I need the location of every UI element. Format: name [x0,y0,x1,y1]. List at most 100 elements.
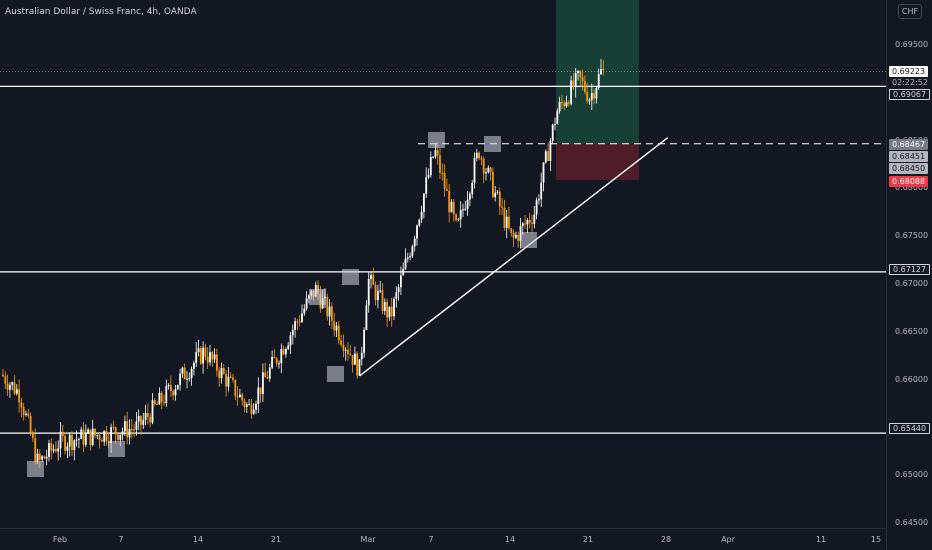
swing-highlight-box [327,366,344,382]
candle-body [45,456,48,459]
candle-body [6,383,9,390]
candle-body [296,321,299,323]
time-tick-label: 7 [428,535,434,544]
candle-body [248,404,250,406]
candle-body [259,387,262,394]
candle-body [446,188,448,191]
candle-body [142,419,145,425]
price-chart[interactable] [0,0,886,528]
candle-body [137,415,140,422]
candle-body [386,301,388,318]
candle-body [301,313,303,322]
symbol-title: Australian Dollar / Swiss Franc, 4h, OAN… [5,7,197,17]
candle-body [27,413,30,416]
candle-body [365,305,368,330]
candle-body [179,373,181,385]
swing-highlight-box [27,461,44,477]
candle-body [199,348,202,364]
candle-body [508,216,510,229]
candle-body [556,111,559,125]
candle-body [478,152,480,159]
price-tick-label: 0.67000 [895,279,929,288]
candle-body [101,440,103,442]
candle-body [257,387,260,404]
candle-body [172,391,175,396]
stop-loss-zone [556,143,639,180]
candle-body [308,295,310,299]
candle-body [480,158,483,160]
candle-body [222,368,225,374]
candle-body [289,335,292,346]
candle-body [268,367,271,379]
swing-highlight-box [309,289,326,305]
candle-body [229,376,232,378]
candle-body [103,430,106,442]
candle-body [167,384,170,386]
candle-body [294,321,296,330]
candle-body [549,141,552,162]
candle-body [82,429,85,445]
candle-body [393,298,395,317]
candle-body [232,377,234,380]
candle-body [119,434,122,440]
time-axis[interactable]: Feb 7 14 21 Mar 7 14 21 28 Apr 11 15 [0,528,886,550]
candle-body [234,379,237,397]
candle-body [567,102,570,104]
candle-body [140,415,142,425]
currency-button[interactable]: CHF [898,4,922,19]
candle-body [347,349,349,355]
candle-body [255,403,257,410]
time-tick-label: Mar [360,535,376,544]
candle-body [595,87,598,99]
candle-body [96,435,99,437]
candle-body [15,389,18,394]
candle-body [117,434,119,440]
time-tick-label: 14 [192,535,204,544]
candle-body [64,436,66,451]
candle-body [328,306,331,317]
swing-highlight-box [520,232,537,248]
candle-body [151,400,154,423]
candle-body [374,284,377,301]
candle-body [360,352,363,360]
candle-body [84,433,87,445]
price-tick-label: 0.69500 [895,40,929,49]
candle-body [225,373,227,387]
candle-body [443,173,446,189]
entry-price-tag: 0.68467 [889,139,929,150]
candle-body [544,151,547,163]
candle-body [469,193,471,200]
candle-body [165,385,168,403]
candle-body [262,372,264,394]
candle-body [432,156,434,158]
candle-body [59,431,62,449]
candle-body [190,368,193,379]
candle-body [32,434,34,439]
time-tick-label: Apr [721,535,735,544]
candle-body [457,219,460,221]
time-tick-label: 15 [870,535,882,544]
candle-body [496,191,499,193]
chart-area[interactable]: Australian Dollar / Swiss Franc, 4h, OAN… [0,0,886,528]
candle-body [439,155,441,173]
candle-body [377,290,379,301]
candle-body [71,434,73,450]
candle-body [413,238,416,247]
candle-body [163,402,165,404]
candle-body [197,348,200,353]
candle-body [11,382,14,386]
trendline [359,137,669,377]
candle-body [406,257,409,259]
candle-body [563,103,566,107]
candle-body [602,68,605,70]
candle-body [57,448,60,452]
candle-body [524,223,526,225]
candle-body [22,407,25,415]
candle-body [485,172,487,174]
candle-body [448,190,451,213]
candle-body [216,354,218,371]
candle-body [18,389,20,403]
candle-body [409,256,411,258]
candle-body [466,199,469,209]
candle-body [291,329,294,336]
